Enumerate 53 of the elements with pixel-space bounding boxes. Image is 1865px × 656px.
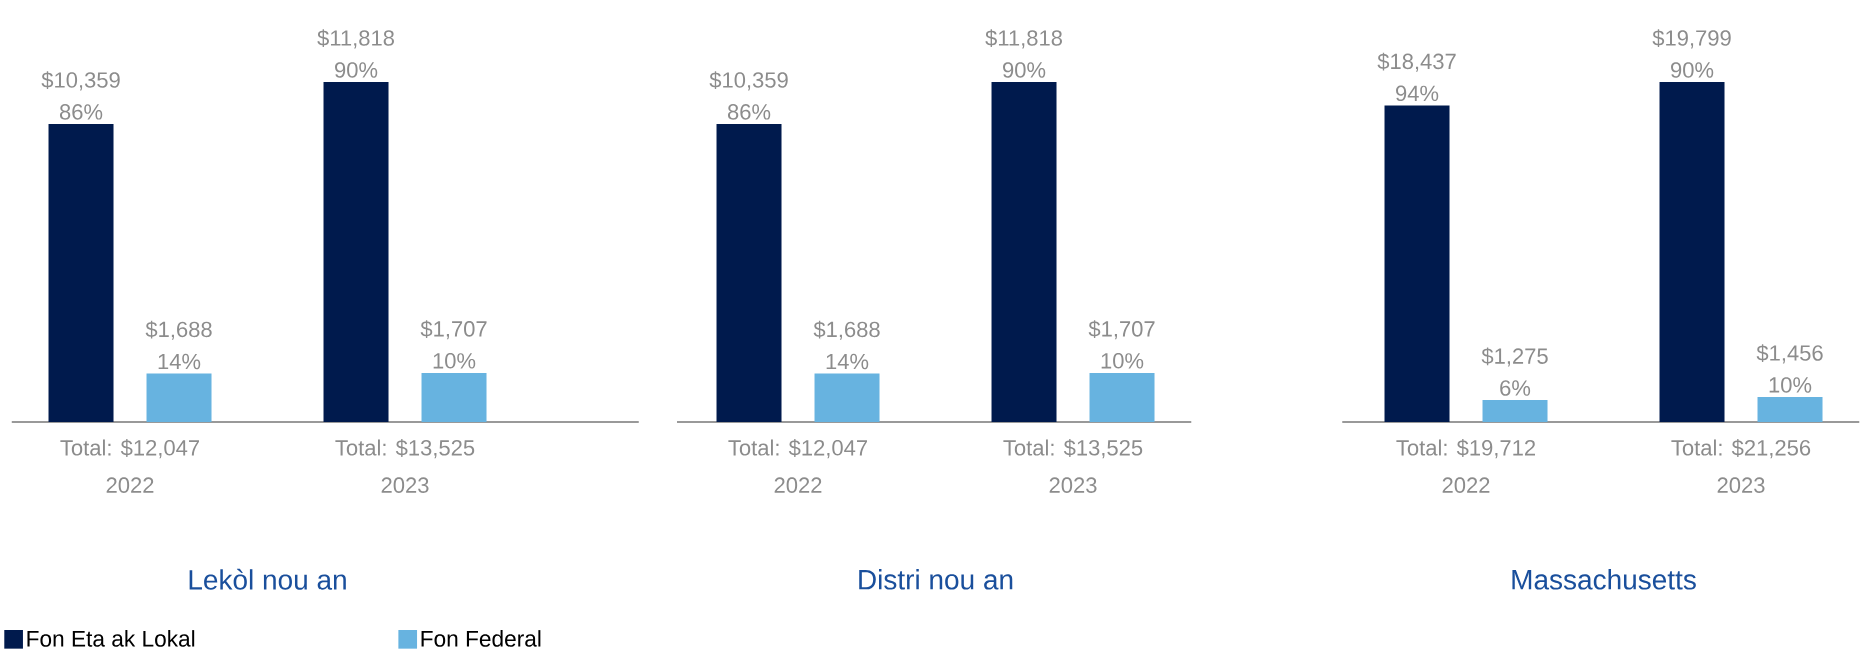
annotation: 86%	[59, 104, 103, 120]
data-label: $1,456	[1756, 344, 1823, 364]
text: Distri nou an	[859, 569, 1013, 590]
total-label: Total: $12,047	[728, 439, 868, 459]
bar	[1384, 105, 1450, 422]
annotation: 94%	[1396, 85, 1439, 102]
bar	[421, 372, 487, 422]
bar	[1482, 400, 1548, 422]
annotation: 10%	[433, 353, 476, 369]
x-tick-label: 2022	[106, 477, 154, 493]
bar	[991, 81, 1057, 422]
x-tick-label: 2023	[1049, 477, 1097, 493]
annotation: 86%	[727, 104, 771, 120]
text: 90%	[335, 62, 378, 78]
bar	[1659, 81, 1725, 422]
bar	[814, 373, 880, 422]
data-label: $10,359	[41, 71, 120, 91]
bar	[323, 81, 389, 422]
bar	[1757, 396, 1823, 422]
data-label: $11,818	[317, 29, 394, 49]
bar	[146, 373, 212, 422]
bar	[48, 123, 114, 422]
data-label: $10,359	[709, 71, 788, 91]
text: 90%	[1671, 62, 1714, 78]
bar	[1089, 372, 1155, 422]
text: Lekòl nou an	[189, 568, 346, 590]
total-label: Total: $21,256	[1671, 439, 1811, 459]
text: Massachusetts	[1512, 569, 1696, 590]
total-label: Total: $13,525	[335, 439, 475, 459]
legend-label: Fon Eta ak Lokal	[27, 630, 195, 647]
x-tick-label: 2022	[1442, 477, 1490, 493]
x-tick-label: 2023	[1717, 477, 1765, 493]
annotation: 10%	[1101, 353, 1144, 369]
annotation: 6%	[1500, 380, 1531, 396]
data-label: $1,275	[1481, 347, 1548, 367]
data-label: $1,707	[420, 320, 487, 340]
data-label: $1,688	[813, 320, 880, 340]
bar	[716, 123, 782, 422]
data-label: $1,688	[145, 320, 212, 340]
total-label: Total: $13,525	[1003, 439, 1143, 459]
data-label: $19,799	[1652, 29, 1731, 49]
annotation: 10%	[1769, 377, 1812, 393]
total-label: Total: $19,712	[1396, 439, 1535, 459]
data-label: $11,818	[985, 29, 1062, 49]
annotation: 14%	[826, 353, 869, 370]
total-label: Total: $12,047	[60, 439, 200, 459]
x-tick-label: 2022	[774, 477, 822, 493]
data-label: $1,707	[1088, 320, 1155, 340]
legend-label: Fon Federal	[421, 630, 541, 647]
text: 90%	[1003, 62, 1046, 78]
data-label: $18,437	[1377, 52, 1456, 72]
x-tick-label: 2023	[381, 477, 429, 493]
annotation: 14%	[158, 353, 201, 370]
